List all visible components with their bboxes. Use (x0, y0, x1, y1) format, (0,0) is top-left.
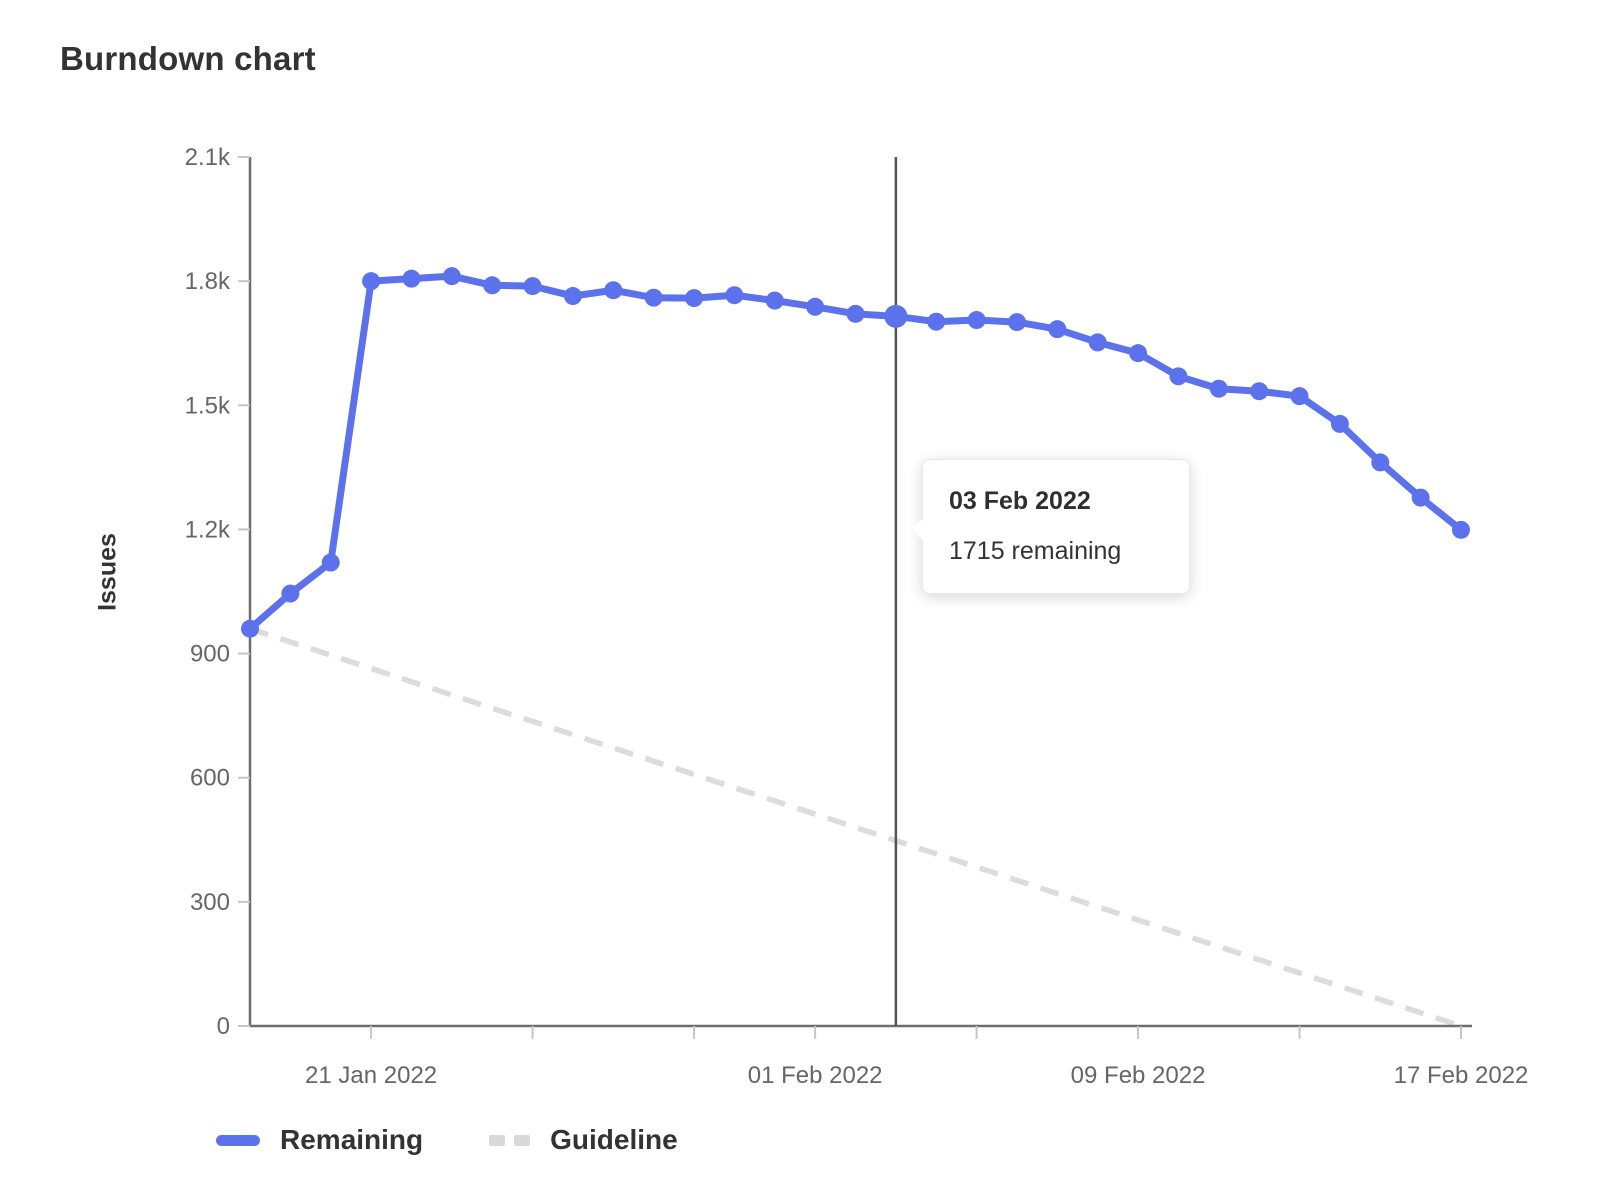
data-point[interactable] (1209, 379, 1228, 398)
legend-label-remaining: Remaining (280, 1124, 424, 1155)
data-point[interactable] (281, 584, 300, 603)
tooltip-arrow-icon (912, 517, 924, 541)
y-axis-label: Issues (93, 533, 122, 611)
tooltip-date: 03 Feb 2022 (949, 487, 1091, 515)
y-tick-label: 1.2k (185, 516, 231, 543)
data-point[interactable] (523, 277, 542, 296)
x-tick-label: 01 Feb 2022 (748, 1062, 883, 1089)
data-point[interactable] (1452, 520, 1470, 539)
data-point[interactable] (644, 288, 663, 307)
remaining-line (246, 272, 1465, 633)
y-tick-label: 900 (190, 641, 230, 668)
data-point[interactable] (967, 311, 986, 330)
legend-label-guideline: Guideline (550, 1124, 678, 1155)
data-point[interactable] (1250, 382, 1269, 401)
data-point[interactable] (1371, 453, 1390, 472)
legend-item-guideline[interactable]: Guideline (489, 1124, 678, 1156)
guideline-line (249, 626, 1462, 1029)
data-point[interactable] (1411, 488, 1430, 507)
data-point[interactable] (685, 289, 704, 308)
chart-legend: Remaining Guideline (216, 1124, 678, 1156)
data-point[interactable] (1048, 320, 1067, 339)
x-tick-label: 17 Feb 2022 (1394, 1062, 1529, 1089)
legend-item-remaining[interactable]: Remaining (216, 1124, 423, 1156)
data-point[interactable] (1330, 414, 1349, 433)
data-point[interactable] (765, 291, 784, 310)
data-point[interactable] (1088, 333, 1107, 352)
y-tick-label: 300 (190, 889, 230, 916)
x-tick-label: 09 Feb 2022 (1071, 1062, 1206, 1089)
data-point[interactable] (241, 619, 259, 638)
data-point[interactable] (362, 272, 381, 291)
chart-tooltip: 03 Feb 2022 1715 remaining (912, 459, 1190, 594)
y-tick-label: 1.5k (185, 392, 231, 419)
data-point[interactable] (321, 553, 340, 572)
data-point[interactable] (563, 287, 582, 306)
guideline-dash-swatch-icon (489, 1134, 531, 1146)
data-point[interactable] (604, 281, 623, 300)
data-point[interactable] (927, 312, 946, 331)
page-title: Burndown chart (60, 40, 316, 77)
data-point[interactable] (402, 269, 421, 288)
data-point[interactable] (1290, 387, 1309, 406)
y-tick-label: 1.8k (185, 268, 231, 295)
data-point[interactable] (442, 267, 461, 286)
data-point[interactable] (725, 286, 744, 305)
data-point-hovered[interactable] (884, 304, 908, 328)
tooltip-value: 1715 remaining (949, 537, 1122, 565)
data-point[interactable] (806, 297, 825, 316)
y-tick-label: 2.1k (185, 144, 231, 171)
data-point[interactable] (1169, 367, 1188, 386)
y-tick-label: 600 (190, 765, 230, 792)
data-point[interactable] (846, 304, 865, 323)
x-tick-label: 21 Jan 2022 (305, 1062, 437, 1089)
data-point[interactable] (1007, 313, 1026, 332)
data-point[interactable] (1129, 344, 1148, 363)
data-point[interactable] (483, 276, 502, 295)
remaining-line-swatch-icon (216, 1134, 260, 1146)
y-tick-label: 0 (217, 1013, 230, 1040)
